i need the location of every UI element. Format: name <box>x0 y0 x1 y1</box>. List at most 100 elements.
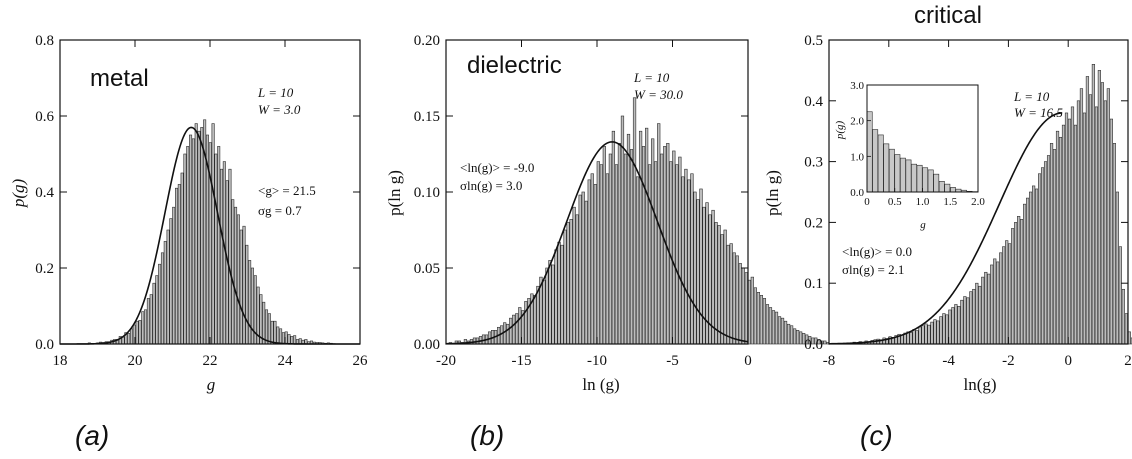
histogram-bar <box>768 307 773 345</box>
x-tick-label: -5 <box>666 353 679 369</box>
histogram-bar <box>234 206 238 345</box>
histogram-bar <box>817 339 821 345</box>
histogram-bar <box>158 263 162 345</box>
histogram-bar <box>200 127 204 345</box>
histogram-bar <box>194 123 198 345</box>
histogram-bar <box>1100 82 1104 345</box>
x-axis-label: ln(g) <box>963 375 996 394</box>
histogram-bar <box>290 336 294 345</box>
histogram-bar <box>799 331 803 345</box>
histogram-bar <box>678 156 682 345</box>
histogram-bar <box>951 307 955 345</box>
histogram-bar <box>802 333 806 345</box>
histogram-bar <box>996 261 1000 345</box>
histogram-bar <box>191 138 195 345</box>
histogram-bar <box>542 279 546 345</box>
y-tick-label: 0.2 <box>804 215 823 231</box>
y-tick-label: 0.0 <box>804 337 823 353</box>
histogram-bar <box>1040 167 1045 345</box>
x-tick-label: -4 <box>942 353 955 369</box>
histogram-bar <box>1038 173 1042 345</box>
histogram-bar <box>957 305 961 345</box>
histogram-bar <box>596 161 600 345</box>
histogram-bar <box>608 153 613 345</box>
histogram-bar <box>152 282 156 345</box>
histogram-bar <box>960 299 964 345</box>
inset-histogram-bar <box>944 183 951 193</box>
histogram-bar <box>242 225 246 345</box>
y-tick-label: 0.2 <box>35 261 54 277</box>
inset-y-axis-label: p(g) <box>834 121 846 141</box>
histogram-bar <box>981 276 985 345</box>
histogram-bar <box>250 267 254 345</box>
y-tick-label: 0.20 <box>414 33 440 49</box>
histogram-bar <box>966 297 970 345</box>
histogram-bar <box>127 333 131 345</box>
ann-mean: <g> = 21.5 <box>258 183 316 198</box>
histogram-bar <box>984 271 988 345</box>
histogram-bar <box>933 319 937 345</box>
histogram-bar <box>569 219 573 345</box>
phase-label: metal <box>90 65 149 92</box>
inset-histogram-bar <box>949 187 956 193</box>
inset-histogram-bar <box>933 173 940 193</box>
histogram-bar <box>684 168 688 345</box>
histogram-bar <box>808 336 812 345</box>
inset-histogram-bar <box>877 134 884 193</box>
x-tick-label: -2 <box>1002 353 1015 369</box>
histogram-bar <box>1052 149 1057 345</box>
histogram-bar <box>515 313 519 345</box>
histogram-bar <box>189 134 193 345</box>
histogram-bar <box>1121 288 1125 345</box>
histogram-bar <box>121 336 125 345</box>
panel-dielectric: -20 -15 -10 -5 0 0.00 0.05 0.10 0.15 0.20 dielect… <box>385 33 830 451</box>
histogram-bar <box>1043 161 1048 345</box>
histogram-bar <box>211 123 215 345</box>
histogram-bar <box>614 164 619 345</box>
inset-histogram-bar <box>866 111 873 193</box>
histogram-bar <box>1058 136 1063 345</box>
panel-label: (a) <box>75 420 109 451</box>
inset-y-tick-label: 0.0 <box>850 187 864 199</box>
histogram-bar <box>536 285 540 345</box>
histogram-bar <box>909 332 913 345</box>
histogram-bar <box>524 301 528 345</box>
histogram-bar <box>783 320 788 345</box>
histogram-bar <box>533 295 537 345</box>
histogram-bar <box>726 244 730 345</box>
histogram-bar <box>635 176 640 345</box>
histogram-bar <box>1026 197 1030 345</box>
histogram-bar <box>945 314 949 345</box>
inset-y-tick-label: 3.0 <box>850 80 864 92</box>
histogram-bars <box>87 119 336 345</box>
y-tick-label: 0.10 <box>414 185 440 201</box>
histogram-bar <box>765 304 770 345</box>
histogram-bar <box>1109 118 1113 345</box>
histogram-bar <box>753 287 757 345</box>
histogram-bar <box>1091 64 1096 345</box>
histogram-bar <box>560 244 564 345</box>
histogram-bar <box>711 209 715 345</box>
histogram-bar <box>756 292 760 345</box>
histogram-bar <box>160 252 164 345</box>
histogram-bar <box>638 130 643 345</box>
histogram-bar <box>605 173 609 345</box>
histogram-bar <box>220 168 224 345</box>
x-tick-label: -10 <box>587 353 607 369</box>
histogram-bar <box>771 310 776 345</box>
histogram-bar <box>472 337 477 345</box>
histogram-bar <box>690 173 694 345</box>
histogram-bar <box>183 153 187 345</box>
histogram-bar <box>1017 216 1021 345</box>
histogram-bar <box>590 173 594 345</box>
histogram-bar <box>177 184 181 345</box>
inset-histogram-bar <box>899 157 906 193</box>
histogram-bar <box>1118 246 1122 345</box>
x-tick-label: -6 <box>883 353 896 369</box>
gaussian-fit-curve <box>828 112 1063 345</box>
histogram-bar <box>814 337 818 345</box>
histogram-bar <box>939 316 943 345</box>
histogram-bar <box>1014 222 1018 345</box>
histogram-bar <box>623 153 628 345</box>
histogram-bar <box>912 329 916 345</box>
